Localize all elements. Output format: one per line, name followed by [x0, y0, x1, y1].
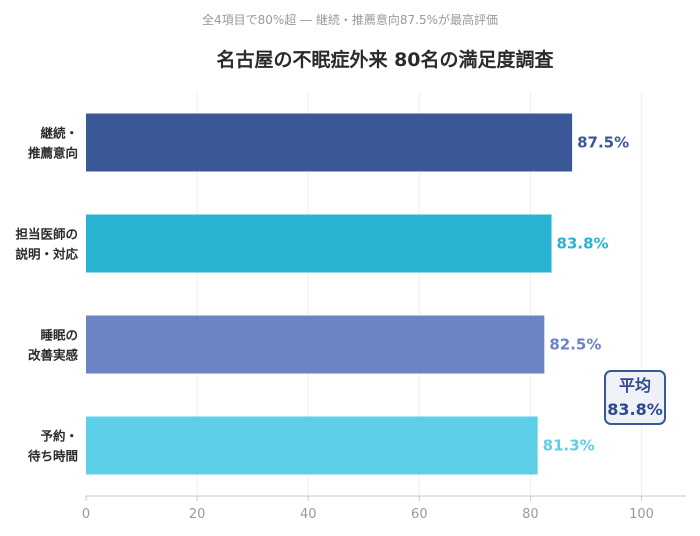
bar [86, 315, 545, 374]
average-box [604, 370, 666, 425]
bars [86, 113, 573, 475]
x-tick-label: 60 [411, 507, 428, 522]
chart-title: 名古屋の不眠症外来 80名の満足度調査 [216, 48, 554, 71]
category-label: 推薦意向 [28, 146, 78, 161]
category-label: 担当医師の [15, 227, 78, 242]
bar [86, 113, 573, 172]
x-tick-label: 100 [629, 507, 654, 522]
category-label: 説明・対応 [15, 247, 78, 262]
x-tick-label: 20 [189, 507, 206, 522]
category-label: 継続・ [40, 126, 78, 141]
bar [86, 416, 538, 475]
category-label: 睡眠の [40, 328, 78, 343]
x-axis: 0 20 40 60 80 100 [82, 495, 686, 522]
category-label: 改善実感 [28, 348, 79, 363]
chart-subtitle: 全4項目で80%超 ― 継続・推薦意向87.5%が最高評価 [202, 12, 498, 27]
data-label: 87.5% [577, 134, 629, 152]
data-label: 83.8% [557, 235, 609, 253]
x-tick-label: 80 [522, 507, 539, 522]
average-value: 83.8% [607, 400, 663, 419]
x-tick-label: 0 [82, 507, 90, 522]
bar [86, 214, 552, 273]
average-label: 平均 [619, 376, 651, 395]
data-label: 82.5% [549, 336, 601, 354]
category-label: 予約・ [40, 429, 78, 444]
x-tick-label: 40 [300, 507, 317, 522]
data-label: 81.3% [543, 437, 595, 455]
average-annotation: 平均 83.8% [604, 370, 666, 425]
category-label: 待ち時間 [28, 449, 78, 464]
data-labels: 87.5% 83.8% 82.5% 81.3% [543, 134, 629, 455]
